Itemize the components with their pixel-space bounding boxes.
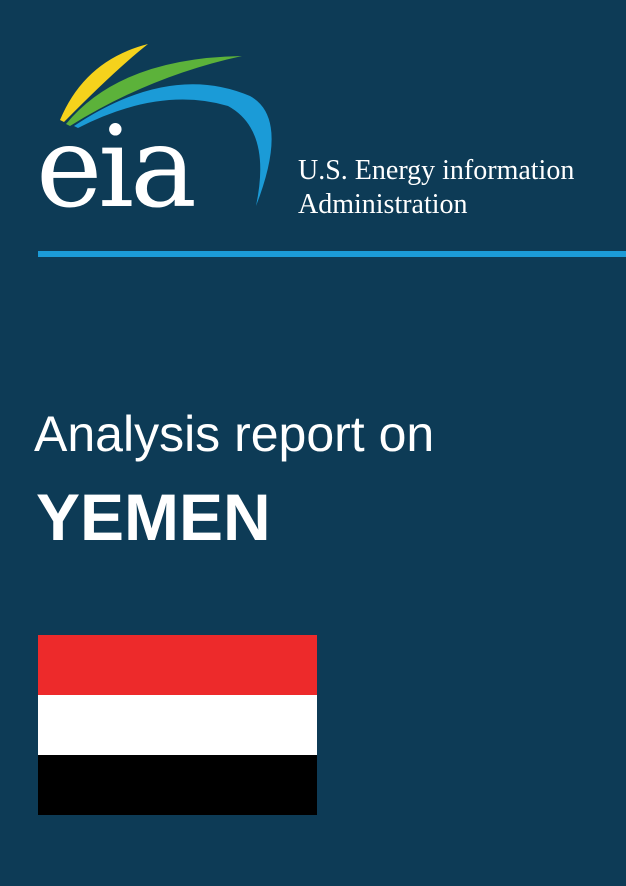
agency-name-line-2: Administration bbox=[298, 189, 468, 220]
flag-stripe-black bbox=[38, 755, 317, 815]
country-title: YEMEN bbox=[36, 480, 271, 554]
yemen-flag-icon bbox=[38, 635, 317, 815]
flag-stripe-red bbox=[38, 635, 317, 695]
report-subtitle: Analysis report on bbox=[34, 406, 435, 462]
agency-name-line-1: U.S. Energy information bbox=[298, 155, 575, 186]
header-divider bbox=[38, 251, 626, 257]
eia-logo-text: eia bbox=[36, 103, 197, 233]
flag-stripe-white bbox=[38, 695, 317, 755]
eia-logo-arcs-icon bbox=[60, 44, 272, 206]
agency-name: U.S. Energy information Administration bbox=[298, 154, 574, 222]
